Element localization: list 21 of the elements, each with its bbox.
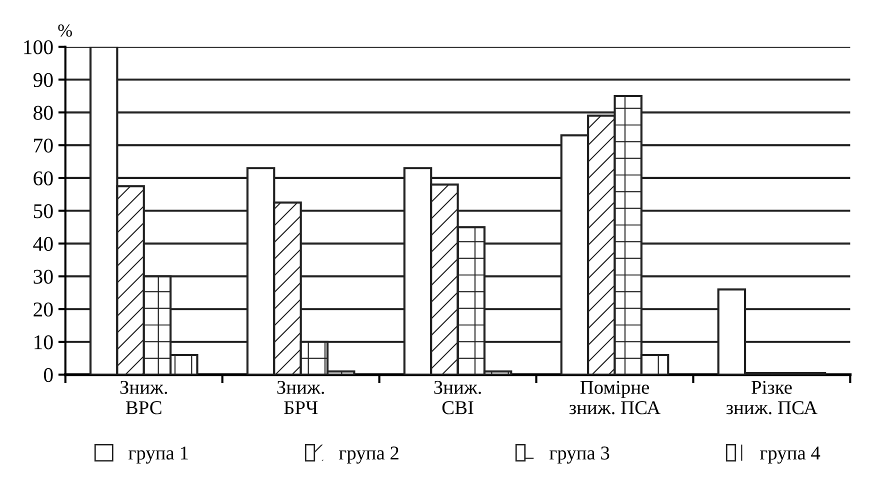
y-tick-label: 50 xyxy=(34,204,53,218)
y-tick-label: 80 xyxy=(34,106,53,120)
y-axis-title: % xyxy=(58,24,72,37)
legend-label: група 1 xyxy=(128,446,188,464)
y-tick-label: 100 xyxy=(24,40,53,54)
x-tick-label: Зниж. СВІ xyxy=(434,380,481,414)
x-tick-label: Зниж. БРЧ xyxy=(277,380,324,414)
legend-label: група 2 xyxy=(339,446,398,464)
y-tick-label: 30 xyxy=(34,270,53,284)
y-tick-label: 70 xyxy=(34,138,53,153)
y-tick-label: 40 xyxy=(33,236,53,251)
x-tick-label: Зниж. ВРС xyxy=(120,380,168,414)
y-tick-label: 60 xyxy=(34,171,53,186)
y-tick-label: 10 xyxy=(34,335,53,350)
legend-label: група 4 xyxy=(760,446,820,464)
x-tick-label: Різке зниж. ПСА xyxy=(726,380,818,414)
legend-label: група 3 xyxy=(550,446,610,464)
y-tick-label: 0 xyxy=(44,368,53,382)
y-tick-label: 20 xyxy=(34,302,53,317)
x-tick-label: Помірне зниж. ПСА xyxy=(569,380,660,414)
y-tick-label: 90 xyxy=(33,72,53,88)
